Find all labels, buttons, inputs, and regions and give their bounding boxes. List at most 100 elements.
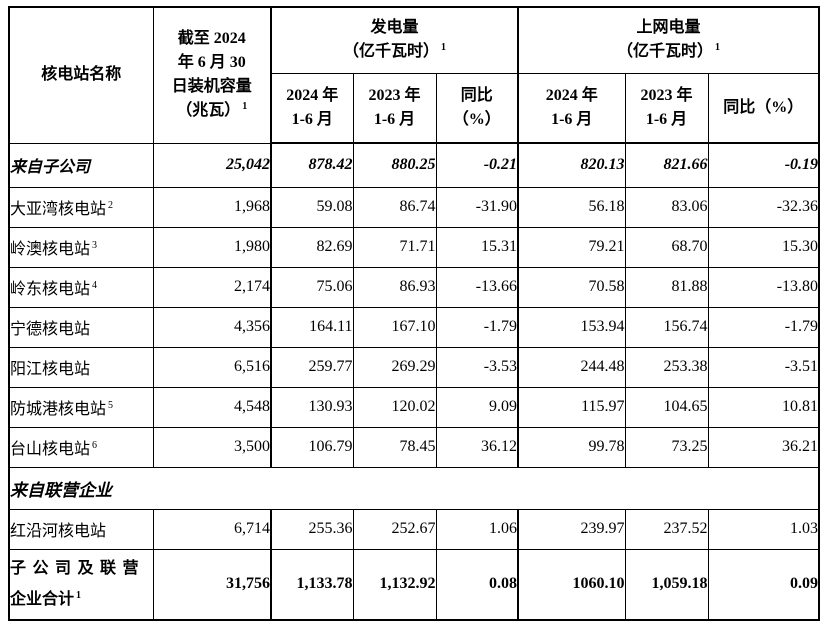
ongrid-yoy-cell: 10.81 xyxy=(707,386,820,428)
table-row-joint-ventures-section: 来自联营企业 xyxy=(8,466,820,510)
capacity-footnote-sup: 1 xyxy=(242,100,248,112)
gen-yoy-header-line1: 同比 xyxy=(460,86,493,104)
gen-yoy-cell: -31.90 xyxy=(435,186,519,228)
section-title-cell: 来自联营企业 xyxy=(8,466,820,510)
gen-2023-cell: 269.29 xyxy=(352,346,437,388)
capacity-cell: 31,756 xyxy=(152,548,272,621)
capacity-cell: 4,356 xyxy=(152,306,272,348)
gen-2023-cell: 167.10 xyxy=(352,306,437,348)
ongrid-2023-cell: 68.70 xyxy=(624,226,709,268)
station-name-cell: 阳江核电站 xyxy=(8,346,154,388)
gen-2024-header-line1: 2024 年 xyxy=(286,86,339,104)
gen-yoy-cell: -13.66 xyxy=(435,266,519,308)
ongrid-yoy-header: 同比（%） xyxy=(707,72,820,144)
gen-2023-cell: 252.67 xyxy=(352,508,437,550)
footnote-sup xyxy=(90,320,92,331)
footnote-sup: 1 xyxy=(76,589,82,601)
header-sub-row: 2024 年 1-6 月 2023 年 1-6 月 同比 （%） 2024 年 … xyxy=(9,72,820,144)
gen-2023-cell: 1,132.92 xyxy=(352,548,437,621)
ongrid-2024-header-line1: 2024 年 xyxy=(545,86,598,104)
ongrid-2024-cell: 79.21 xyxy=(517,226,626,268)
gen-yoy-cell: -1.79 xyxy=(435,306,519,348)
gen-2023-header-line2: 1-6 月 xyxy=(373,110,416,128)
station-name-cell: 宁德核电站 xyxy=(8,306,154,348)
ongrid-group-header: 上网电量 （亿千瓦时） 1 xyxy=(517,6,820,74)
footnote-sup xyxy=(90,360,92,371)
ongrid-2024-cell: 153.94 xyxy=(517,306,626,348)
capacity-header-line4: （兆瓦） 1 xyxy=(176,100,248,120)
ongrid-yoy-cell: -3.51 xyxy=(707,346,820,388)
capacity-cell: 1,980 xyxy=(152,226,272,268)
capacity-header-line3: 日装机容量 xyxy=(171,78,252,96)
gen-2023-cell: 120.02 xyxy=(352,386,437,428)
footnote-sup xyxy=(106,522,108,533)
gen-yoy-header-line2: （%） xyxy=(452,110,501,128)
footnote-sup: 3 xyxy=(92,239,98,251)
ongrid-group-title: 上网电量 xyxy=(636,19,701,37)
footnote-sup: 4 xyxy=(92,279,98,291)
ongrid-yoy-cell: -0.19 xyxy=(707,142,820,188)
footnote-sup: 2 xyxy=(108,199,114,211)
table-row: 大亚湾核电站 2 1,968 59.08 86.74 -31.90 56.18 8… xyxy=(8,186,820,228)
table-row: 岭东核电站 4 2,174 75.06 86.93 -13.66 70.58 81… xyxy=(8,266,820,308)
ongrid-yoy-cell: 36.21 xyxy=(707,426,820,468)
table-row-subsidiaries-subtotal: 来自子公司 25,042 878.42 880.25 -0.21 820.13 … xyxy=(8,142,820,188)
ongrid-2023-header-line2: 1-6 月 xyxy=(645,110,688,128)
station-name-cell: 台山核电站 6 xyxy=(8,426,154,468)
total-label-line2: 企业合计 1 xyxy=(10,589,82,609)
generation-footnote-sup: 1 xyxy=(441,41,447,53)
ongrid-yoy-cell: -1.79 xyxy=(707,306,820,348)
gen-2024-cell: 75.06 xyxy=(270,266,354,308)
footnote-sup: 5 xyxy=(108,399,114,411)
ongrid-2024-cell: 56.18 xyxy=(517,186,626,228)
ongrid-yoy-cell: 1.03 xyxy=(707,508,820,550)
table-row: 宁德核电站 4,356 164.11 167.10 -1.79 153.94 1… xyxy=(8,306,820,348)
gen-yoy-cell: 1.06 xyxy=(435,508,519,550)
station-name-cell: 大亚湾核电站 2 xyxy=(8,186,154,228)
gen-2023-cell: 71.71 xyxy=(352,226,437,268)
ongrid-yoy-cell: -13.80 xyxy=(707,266,820,308)
ongrid-2024-cell: 70.58 xyxy=(517,266,626,308)
gen-yoy-cell: 36.12 xyxy=(435,426,519,468)
station-name-cell: 来自子公司 xyxy=(8,142,154,188)
gen-2024-header: 2024 年 1-6 月 xyxy=(270,72,354,144)
capacity-cell: 1,968 xyxy=(152,186,272,228)
ongrid-2024-cell: 115.97 xyxy=(517,386,626,428)
header-group-row: 核电站名称 截至 2024 年 6 月 30 日装机容量 （兆瓦） 1 发电量 （… xyxy=(8,6,820,144)
station-name-header-label: 核电站名称 xyxy=(41,66,122,84)
gen-yoy-cell: 0.08 xyxy=(435,548,519,621)
ongrid-yoy-cell: 15.30 xyxy=(707,226,820,268)
capacity-cell: 3,500 xyxy=(152,426,272,468)
station-name-cell: 红沿河核电站 xyxy=(8,508,154,550)
capacity-cell: 2,174 xyxy=(152,266,272,308)
ongrid-footnote-sup: 1 xyxy=(715,41,721,53)
gen-yoy-cell: -3.53 xyxy=(435,346,519,388)
station-name-cell: 岭澳核电站 3 xyxy=(8,226,154,268)
footnote-sup: 6 xyxy=(92,439,98,451)
capacity-cell: 25,042 xyxy=(152,142,272,188)
gen-2024-header-line2: 1-6 月 xyxy=(291,110,333,128)
ongrid-2023-cell: 821.66 xyxy=(624,142,709,188)
generation-group-title: 发电量 xyxy=(370,19,419,37)
ongrid-2024-cell: 1060.10 xyxy=(517,548,626,621)
table-row: 防城港核电站 5 4,548 130.93 120.02 9.09 115.97 … xyxy=(8,386,820,428)
gen-2023-header: 2023 年 1-6 月 xyxy=(352,72,437,144)
table-row: 红沿河核电站 6,714 255.36 252.67 1.06 239.97 2… xyxy=(8,508,820,550)
gen-2023-cell: 86.74 xyxy=(352,186,437,228)
capacity-header-line2: 年 6 月 30 xyxy=(177,54,246,72)
ongrid-2024-cell: 244.48 xyxy=(517,346,626,388)
ongrid-2023-cell: 83.06 xyxy=(624,186,709,228)
ongrid-2024-cell: 239.97 xyxy=(517,508,626,550)
capacity-cell: 6,516 xyxy=(152,346,272,388)
gen-2024-cell: 259.77 xyxy=(270,346,354,388)
ongrid-2023-cell: 81.88 xyxy=(624,266,709,308)
ongrid-group-unit: （亿千瓦时） 1 xyxy=(617,41,721,61)
ongrid-2023-cell: 237.52 xyxy=(624,508,709,550)
gen-yoy-cell: -0.21 xyxy=(435,142,519,188)
ongrid-yoy-cell: -32.36 xyxy=(707,186,820,228)
ongrid-2023-cell: 73.25 xyxy=(624,426,709,468)
ongrid-yoy-header-label: 同比（%） xyxy=(723,98,804,116)
station-name-cell: 岭东核电站 4 xyxy=(8,266,154,308)
gen-2024-cell: 1,133.78 xyxy=(270,548,354,621)
